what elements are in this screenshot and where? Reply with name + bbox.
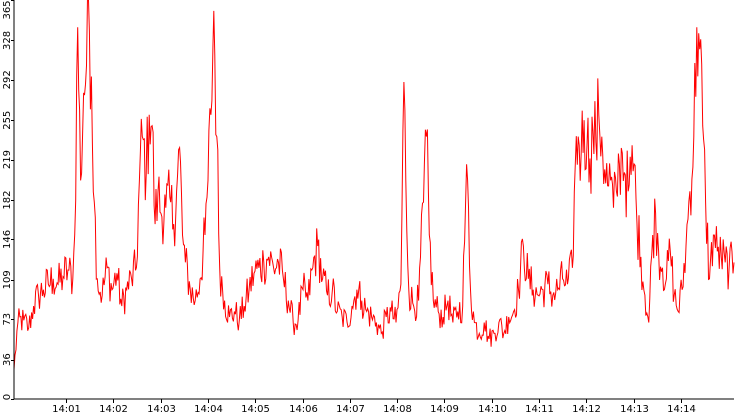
series-line-0 bbox=[13, 0, 735, 370]
y-tick-label: 219 bbox=[2, 150, 13, 169]
y-tick-label: 365 bbox=[2, 0, 13, 19]
x-tick-label: 14:05 bbox=[241, 404, 270, 415]
x-tick-label: 14:07 bbox=[336, 404, 365, 415]
x-tick-label: 14:11 bbox=[525, 404, 554, 415]
y-tick-label: 73 bbox=[2, 313, 13, 326]
x-tick-label: 14:06 bbox=[289, 404, 318, 415]
y-tick-label: 36 bbox=[2, 353, 13, 366]
x-tick-label: 14:04 bbox=[194, 404, 223, 415]
x-tick-label: 14:10 bbox=[478, 404, 507, 415]
y-tick-label: 182 bbox=[2, 190, 13, 209]
x-tick-label: 14:12 bbox=[572, 404, 601, 415]
y-tick-label: 109 bbox=[2, 270, 13, 289]
x-tick-label: 14:14 bbox=[667, 404, 696, 415]
x-tick-label: 14:09 bbox=[430, 404, 459, 415]
x-tick-label: 14:02 bbox=[99, 404, 128, 415]
y-tick-label: 146 bbox=[2, 230, 13, 249]
x-tick-label: 14:03 bbox=[147, 404, 176, 415]
x-tick-label: 14:08 bbox=[383, 404, 412, 415]
y-tick-label: 292 bbox=[2, 70, 13, 89]
y-tick-label: 0 bbox=[2, 394, 13, 400]
y-tick-label: 255 bbox=[2, 111, 13, 130]
series-layer bbox=[13, 0, 735, 370]
x-tick-label: 14:01 bbox=[52, 404, 81, 415]
x-tick-label: 14:13 bbox=[620, 404, 649, 415]
y-tick-label: 328 bbox=[2, 31, 13, 50]
